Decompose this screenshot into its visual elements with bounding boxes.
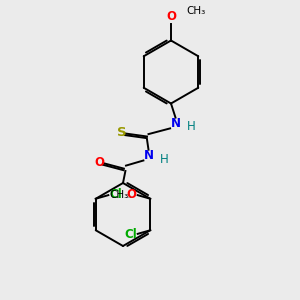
Text: methoxy: methoxy — [125, 196, 132, 198]
Text: N: N — [143, 148, 154, 162]
Text: O: O — [94, 155, 104, 169]
Text: H: H — [187, 120, 196, 133]
Text: CH₃: CH₃ — [109, 190, 128, 200]
Text: Cl: Cl — [124, 228, 137, 241]
Text: S: S — [117, 126, 127, 139]
Text: Cl: Cl — [109, 188, 122, 201]
Text: O: O — [166, 10, 176, 22]
Text: O: O — [127, 188, 136, 201]
Text: H: H — [160, 153, 169, 166]
Text: N: N — [170, 116, 181, 130]
Text: CH₃: CH₃ — [186, 5, 205, 16]
